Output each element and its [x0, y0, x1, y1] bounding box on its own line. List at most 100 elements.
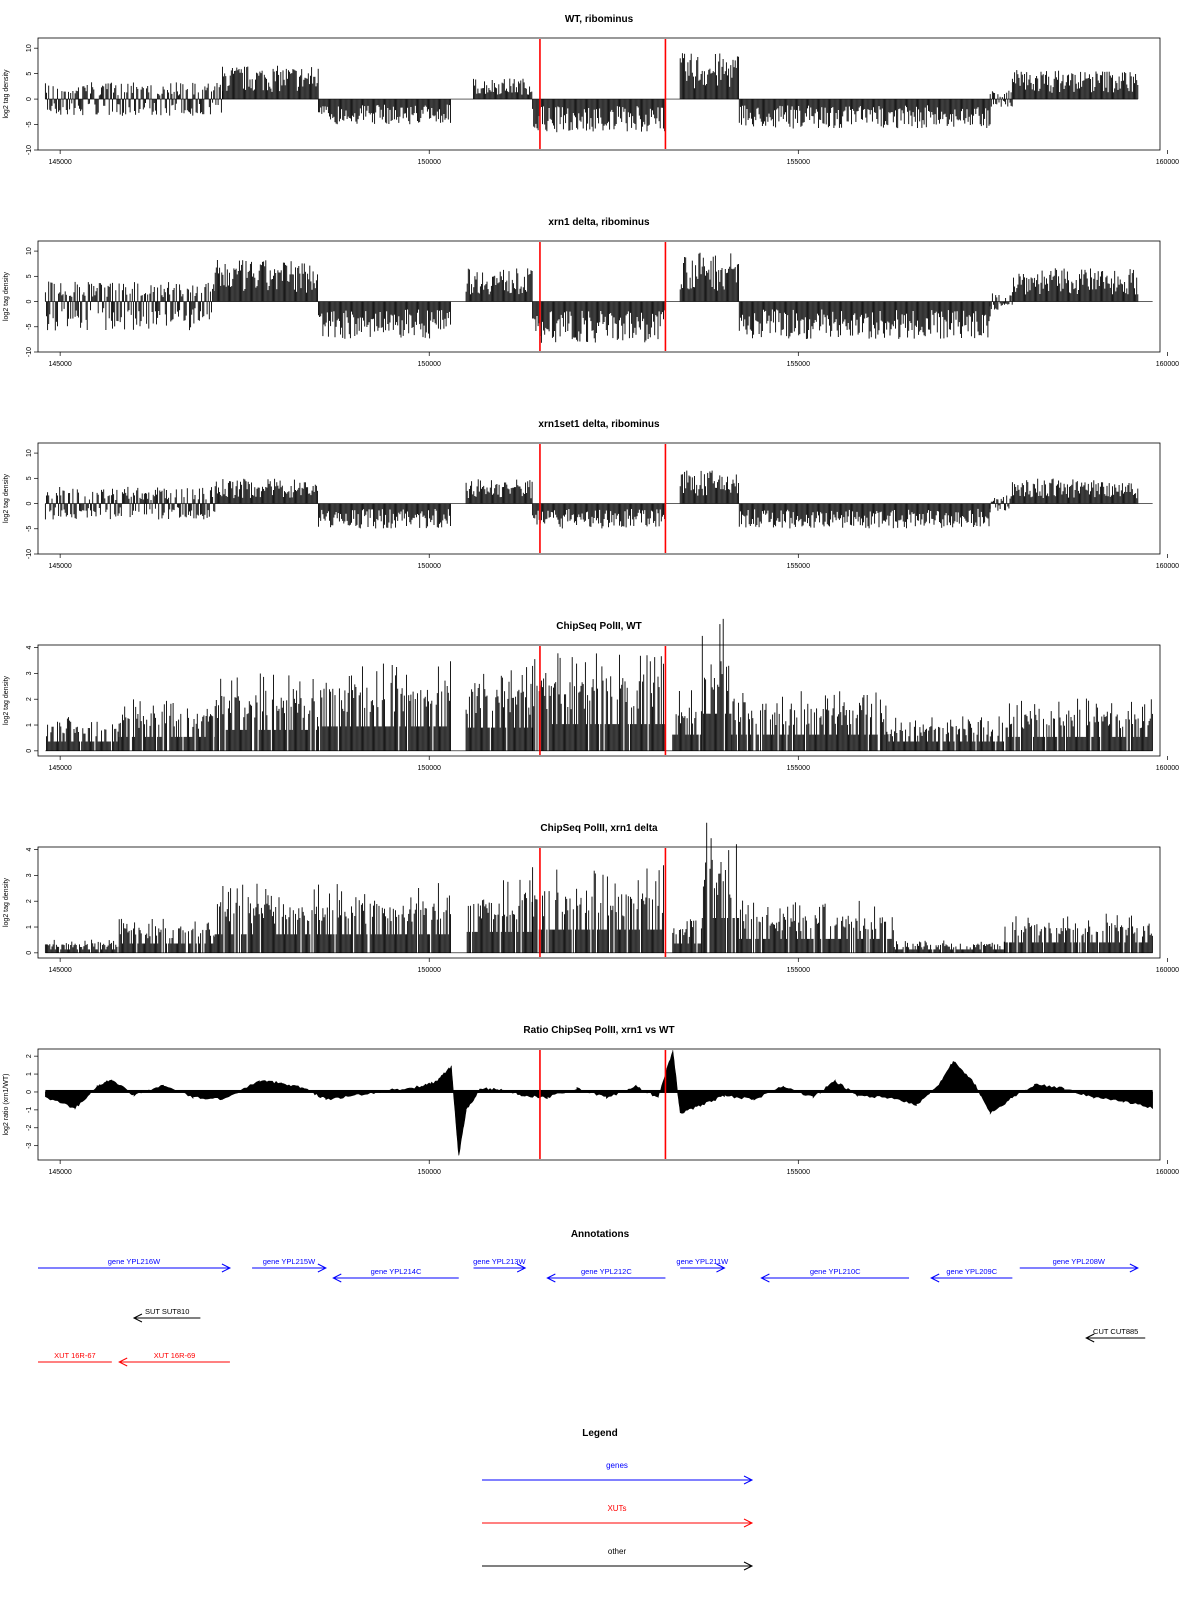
y-tick-label: 4 — [26, 848, 33, 852]
y-axis-label: log2 tag density — [3, 877, 10, 927]
segment-7 — [739, 302, 990, 339]
segment-6 — [680, 53, 738, 99]
y-tick-label: 0 — [26, 749, 33, 753]
segment-6 — [680, 471, 738, 504]
x-tick-label: 150000 — [418, 361, 441, 368]
segment-1 — [45, 487, 214, 520]
x-tick-label: 160000 — [1156, 159, 1179, 166]
segment-7 — [739, 99, 990, 128]
y-tick-label: 0 — [26, 951, 33, 955]
segment-4 — [474, 79, 532, 99]
x-tick-label: 155000 — [787, 967, 810, 974]
segment-2 — [119, 699, 215, 750]
y-axis-label: log2 tag density — [3, 675, 10, 725]
segment-5 — [533, 302, 665, 343]
segment-7 — [739, 504, 990, 529]
y-tick-label: 3 — [26, 671, 33, 675]
segment-9 — [1012, 268, 1137, 301]
y-tick-label: -5 — [26, 121, 33, 127]
x-tick-label: 145000 — [48, 361, 71, 368]
segment-9 — [1012, 479, 1137, 504]
x-tick-label: 145000 — [48, 967, 71, 974]
segment-3 — [319, 99, 451, 124]
y-tick-label: 2 — [26, 697, 33, 701]
segment-8 — [990, 91, 1012, 107]
segment-6 — [680, 253, 738, 302]
y-tick-label: -3 — [26, 1142, 33, 1148]
series-marks — [45, 253, 1152, 343]
segment-3 — [215, 674, 317, 751]
segment-9 — [732, 691, 886, 751]
x-tick-label: 155000 — [787, 361, 810, 368]
y-axis: 210-1-2-3 — [26, 1054, 38, 1149]
panel-title: Ratio ChipSeq PolII, xrn1 vs WT — [523, 1025, 674, 1036]
ratio-baseline — [45, 1090, 1152, 1093]
y-tick-label: -10 — [26, 549, 33, 559]
x-tick-label: 155000 — [787, 563, 810, 570]
segment-4 — [319, 661, 451, 751]
segment-4 — [466, 268, 532, 301]
segment-8 — [702, 823, 738, 953]
segment-9 — [739, 901, 893, 953]
x-tick-label: 155000 — [787, 159, 810, 166]
x-tick-label: 160000 — [1156, 967, 1179, 974]
segment-5 — [467, 880, 532, 953]
x-tick-label: 160000 — [1156, 765, 1179, 772]
series-marks — [45, 823, 1152, 953]
segment-1 — [45, 940, 119, 953]
y-tick-label: 2 — [26, 1054, 33, 1058]
segment-1 — [47, 717, 120, 751]
y-tick-label: 0 — [26, 1090, 33, 1094]
segment-2 — [215, 479, 317, 504]
panel-title: xrn1 delta, ribominus — [548, 217, 650, 228]
panel-title: ChipSeq PolII, WT — [556, 621, 642, 632]
segment-9 — [1012, 70, 1137, 99]
segment-5 — [533, 99, 665, 132]
series-marks — [45, 1050, 1152, 1155]
segment-11 — [1006, 699, 1152, 751]
x-tick-label: 150000 — [418, 967, 441, 974]
segment-3 — [319, 504, 451, 529]
segment-3 — [215, 884, 317, 953]
panel-title: ChipSeq PolII, xrn1 delta — [540, 823, 658, 834]
y-tick-label: 5 — [26, 274, 33, 278]
x-tick-label: 160000 — [1156, 361, 1179, 368]
y-tick-label: 10 — [26, 449, 33, 457]
panel-title: xrn1set1 delta, ribominus — [538, 419, 660, 430]
x-tick-label: 145000 — [48, 765, 71, 772]
y-tick-label: 5 — [26, 476, 33, 480]
y-tick-label: 1 — [26, 723, 33, 727]
series-marks — [45, 53, 1137, 132]
y-tick-label: 0 — [26, 299, 33, 303]
x-tick-label: 145000 — [48, 1169, 71, 1176]
series-marks — [45, 619, 1152, 751]
y-tick-label: 2 — [26, 899, 33, 903]
panel-3: xrn1set1 delta, ribominus log2 tag densit… — [3, 419, 1179, 570]
segment-5 — [466, 667, 532, 751]
x-tick-label: 145000 — [48, 563, 71, 570]
y-tick-label: 0 — [26, 97, 33, 101]
segment-2 — [215, 260, 317, 302]
series-marks — [45, 471, 1152, 529]
segment-7 — [673, 919, 702, 953]
plot-frame — [38, 443, 1160, 554]
y-axis-label: log2 tag density — [3, 473, 10, 523]
segment-8 — [702, 619, 731, 751]
x-tick-label: 155000 — [787, 765, 810, 772]
segment-8 — [990, 293, 1012, 309]
panel-title: WT, ribominus — [565, 14, 634, 25]
segment-7 — [673, 690, 702, 751]
x-axis: 145000 150000 155000 160000 — [48, 958, 1179, 974]
segment-11 — [1005, 914, 1152, 953]
y-tick-label: 1 — [26, 1072, 33, 1076]
y-tick-label: -10 — [26, 145, 33, 155]
y-tick-label: 10 — [26, 44, 33, 52]
